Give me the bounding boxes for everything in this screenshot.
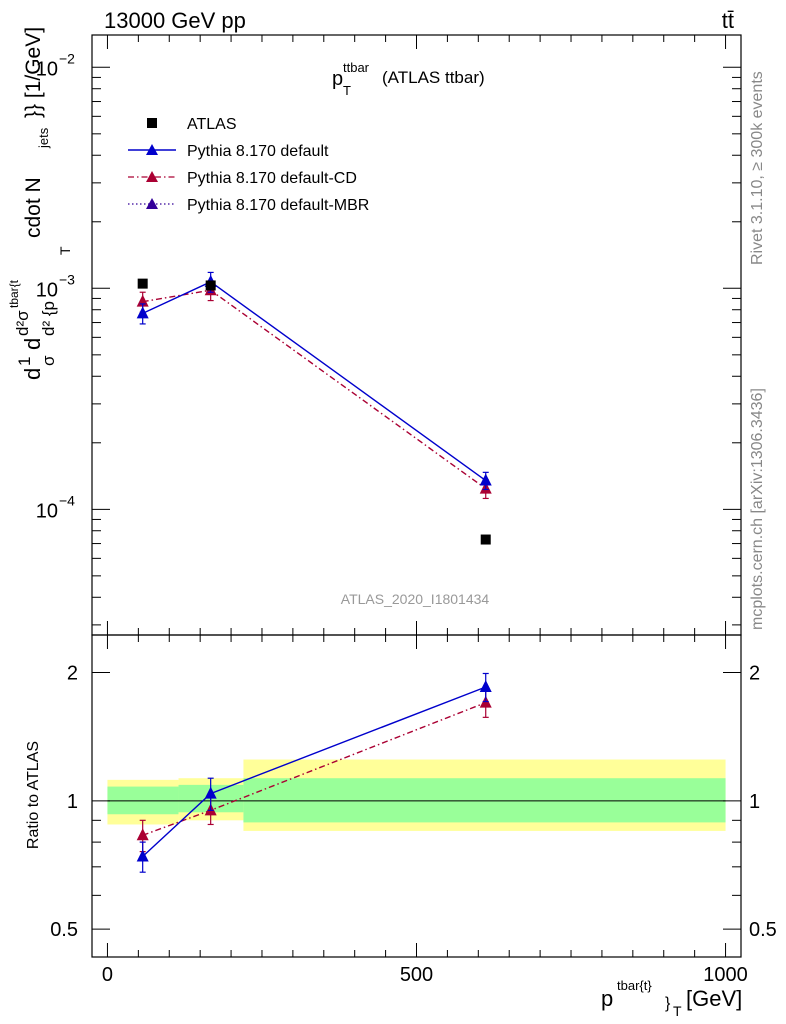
ylabel-sigma: σ (39, 355, 58, 366)
main-point-default (479, 473, 492, 486)
main-plot-title: p ttbar T (ATLAS ttbar) (332, 60, 485, 98)
analysis-label: ATLAS_2020_I1801434 (341, 591, 490, 607)
ratio-series-layer (136, 672, 492, 873)
main-y-tick-label-exp: −2 (59, 50, 75, 66)
legend-label-mbr: Pythia 8.170 default-MBR (187, 197, 369, 214)
xlabel-brace: } (665, 995, 671, 1012)
legend-marker-mbr (146, 198, 158, 209)
ratio-y-tick-label-right: 1 (749, 791, 760, 813)
ylabel-d: d (20, 368, 45, 380)
ratio-x-tick-label: 500 (400, 964, 433, 986)
legend-item-mbr: Pythia 8.170 default-MBR (128, 197, 369, 214)
xlabel-p: p (601, 986, 613, 1011)
header-collision-label: 13000 GeV pp (104, 8, 246, 33)
ylabel-d2sigma: d²σ (13, 310, 32, 336)
ratio-y-tick-labels: 0.5 0.5 1 1 2 2 (50, 663, 777, 942)
ratio-y-tick-label-left: 1 (67, 791, 78, 813)
ylabel-units: }} [1/GeV] (22, 27, 45, 118)
main-point-atlas (205, 280, 216, 291)
x-axis-label: p tbar{t} } T [GeV] (601, 978, 742, 1019)
ratio-x-tick-label: 1000 (703, 964, 748, 986)
ratio-x-tick-labels: 0 500 1000 (102, 964, 748, 986)
ylabel-one: 1 (15, 357, 34, 366)
xlabel-unit: [GeV] (686, 986, 742, 1011)
legend-item-cd: Pythia 8.170 default-CD (128, 170, 357, 187)
legend-marker-default (146, 144, 158, 155)
legend-marker-atlas (147, 118, 157, 128)
legend-marker-cd (146, 171, 158, 182)
legend-label-cd: Pythia 8.170 default-CD (187, 170, 357, 187)
mcplots-reference-label: mcplots.cern.ch [arXiv:1306.3436] (749, 388, 766, 630)
xlabel-sup: tbar{t} (617, 978, 652, 993)
title-sub: T (343, 83, 351, 98)
ratio-axis-ticks (92, 635, 741, 957)
ratio-y-tick-label-left: 2 (67, 663, 78, 685)
header-process-label: tt̄ (722, 8, 734, 33)
ylabel-cdot: cdot N (22, 177, 45, 238)
ratio-point-cd (136, 828, 149, 841)
title-p: p (332, 68, 343, 90)
ylabel-sub-t: T (57, 246, 73, 255)
main-point-default (136, 306, 149, 319)
ratio-x-tick-label: 0 (102, 964, 113, 986)
main-line-default (142, 281, 487, 482)
ylabel-d2: d (20, 338, 45, 350)
ratio-y-tick-label-left: 0.5 (50, 919, 78, 941)
ratio-point-default (204, 786, 217, 799)
main-y-tick-label-base: 10 (36, 58, 58, 80)
legend-label-default: Pythia 8.170 default (187, 143, 329, 160)
ratio-band-inner (243, 778, 726, 823)
main-y-tick-labels: 10−210−310−4 (36, 50, 75, 522)
ratio-y-tick-label-right: 0.5 (749, 919, 777, 941)
main-point-atlas (480, 534, 491, 545)
main-point-atlas (137, 278, 148, 289)
ratio-y-tick-label-right: 2 (749, 663, 760, 685)
legend-item-default: Pythia 8.170 default (128, 143, 329, 160)
main-y-tick-label-exp: −4 (59, 492, 75, 508)
title-sup: ttbar (343, 60, 370, 75)
ylabel-tbar-sup: tbar{t (7, 279, 21, 308)
ratio-y-axis-label: Ratio to ATLAS (25, 741, 42, 849)
ratio-point-default (479, 679, 492, 692)
main-y-tick-label-base: 10 (36, 500, 58, 522)
main-line-cd (142, 289, 487, 490)
legend-item-atlas: ATLAS (147, 116, 237, 133)
legend-label-atlas: ATLAS (187, 116, 237, 133)
ylabel-jets: jets (36, 127, 51, 149)
main-axis-ticks (92, 35, 741, 635)
xlabel-sub-t: T (673, 1003, 682, 1019)
main-y-axis-label: d 1 σ d d²σ tbar{t d² {p T cdot N jets }… (7, 27, 73, 380)
ratio-uncertainty-bands (107, 759, 726, 831)
main-series-layer (136, 271, 492, 545)
rivet-version-label: Rivet 3.1.10, ≥ 300k events (749, 71, 766, 265)
main-y-tick-label-exp: −3 (59, 271, 75, 287)
ratio-point-default (136, 849, 149, 862)
main-y-tick-label-base: 10 (36, 279, 58, 301)
title-rest: (ATLAS ttbar) (382, 68, 485, 87)
ylabel-d2p: d² {p (39, 301, 58, 336)
legend: ATLAS Pythia 8.170 default Pythia 8.170 … (128, 116, 369, 214)
